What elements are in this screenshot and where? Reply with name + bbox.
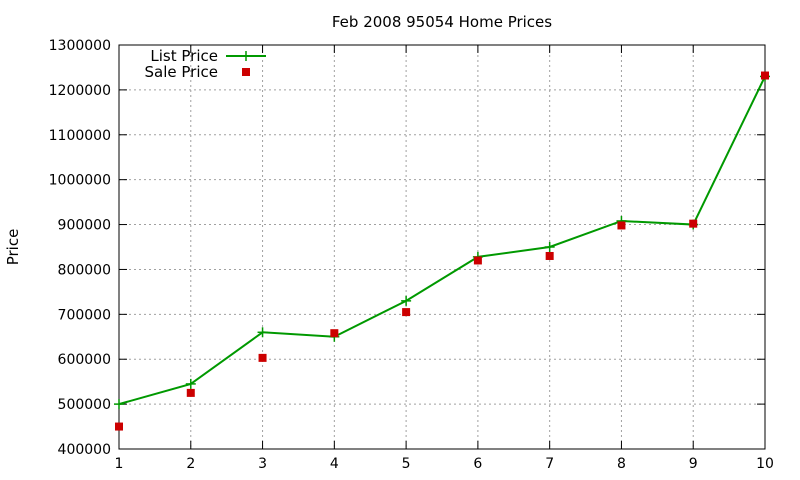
series-layer (114, 71, 770, 431)
y-tick-label: 900000 (58, 218, 111, 234)
sale-price-point (115, 422, 123, 431)
x-tick-label: 4 (330, 456, 339, 472)
legend-plus-marker (241, 51, 251, 61)
y-tick-label: 800000 (58, 262, 111, 278)
x-tick-label: 6 (473, 456, 482, 472)
y-tick-label: 400000 (58, 442, 111, 458)
x-tick-label: 9 (689, 456, 698, 472)
x-tick-label: 7 (545, 456, 554, 472)
y-tick-label: 700000 (58, 307, 111, 323)
sale-price-point (617, 221, 626, 230)
plot-frame (118, 44, 766, 450)
x-tick-label: 2 (186, 456, 195, 472)
chart-title: Feb 2008 95054 Home Prices (332, 13, 552, 31)
sale-price-point (186, 388, 195, 397)
sale-price-point (473, 256, 482, 265)
x-tick-label: 5 (402, 456, 411, 472)
list-price-line (118, 75, 766, 406)
x-tick-label: 1 (115, 456, 124, 472)
list-price-point (544, 242, 555, 252)
y-tick-label: 1100000 (49, 128, 111, 144)
grid-lines (119, 45, 765, 449)
y-tick-label: 1300000 (49, 38, 111, 54)
sale-price-point (402, 308, 411, 317)
list-price-point (185, 378, 196, 389)
list-price-point (257, 327, 268, 338)
y-axis-label: Price (4, 229, 22, 266)
x-tick-label: 8 (617, 456, 626, 472)
y-tick-label: 500000 (58, 397, 111, 413)
y-tick-label: 600000 (58, 352, 111, 368)
y-tick-label: 1000000 (49, 173, 111, 189)
legend-label: List Price (150, 47, 218, 65)
list-price-point (401, 295, 412, 306)
y-tick-label: 1200000 (49, 83, 111, 99)
sale-price-point (689, 219, 698, 228)
legend-label: Sale Price (145, 63, 218, 81)
sale-price-point (258, 353, 267, 362)
legend-square-marker (242, 68, 250, 76)
sale-price-point (761, 71, 769, 80)
x-tick-label: 10 (756, 456, 774, 472)
sale-price-point (330, 329, 339, 338)
axis-ticks: 400000 500000 600000 700000 800000 900000 1000… (49, 38, 774, 472)
list-price-point (114, 399, 124, 410)
sale-price-point (545, 251, 554, 260)
x-tick-label: 3 (258, 456, 267, 472)
